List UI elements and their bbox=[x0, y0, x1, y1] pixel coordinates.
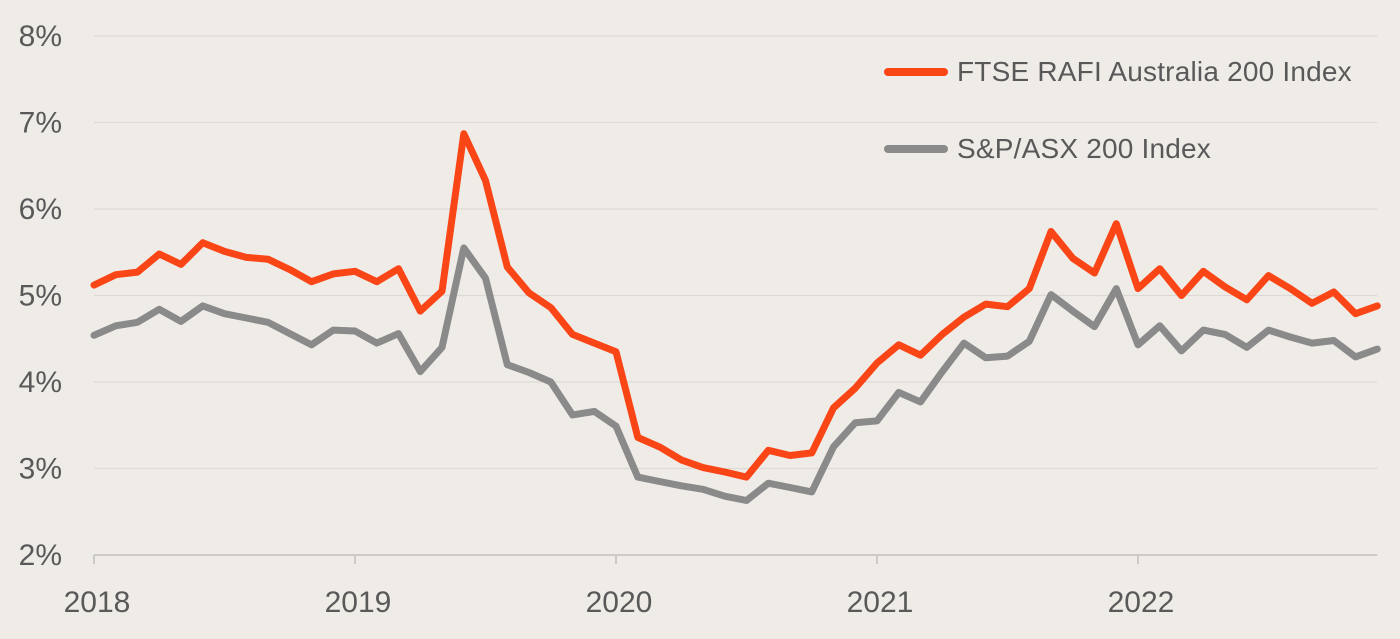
y-axis-tick-label: 2% bbox=[19, 539, 62, 572]
legend-label-sp-asx: S&P/ASX 200 Index bbox=[957, 133, 1212, 164]
series-line-ftse-rafi-australia-200 bbox=[90, 130, 1381, 481]
x-axis-tick-label: 2020 bbox=[586, 586, 653, 619]
y-axis-tick-label: 4% bbox=[19, 366, 62, 399]
y-axis-tick-label: 8% bbox=[19, 20, 62, 53]
x-axis-tick-label: 2019 bbox=[325, 586, 392, 619]
legend-label-ftse-rafi: FTSE RAFI Australia 200 Index bbox=[957, 56, 1352, 87]
legend-line-sp-asx-icon bbox=[884, 145, 948, 153]
x-axis-tick-label: 2022 bbox=[1108, 586, 1175, 619]
x-axis-tick-label: 2018 bbox=[64, 586, 131, 619]
legend-item-ftse-rafi: FTSE RAFI Australia 200 Index bbox=[884, 56, 1352, 88]
y-axis-tick-label: 3% bbox=[19, 453, 62, 486]
series-line-sp-asx-200 bbox=[90, 244, 1381, 504]
legend-item-sp-asx: S&P/ASX 200 Index bbox=[884, 133, 1211, 165]
y-axis-tick-label: 7% bbox=[19, 107, 62, 140]
y-axis-tick-label: 6% bbox=[19, 193, 62, 226]
y-axis-tick-label: 5% bbox=[19, 280, 62, 313]
x-axis-tick-label: 2021 bbox=[847, 586, 914, 619]
legend-line-ftse-rafi-icon bbox=[884, 68, 948, 76]
